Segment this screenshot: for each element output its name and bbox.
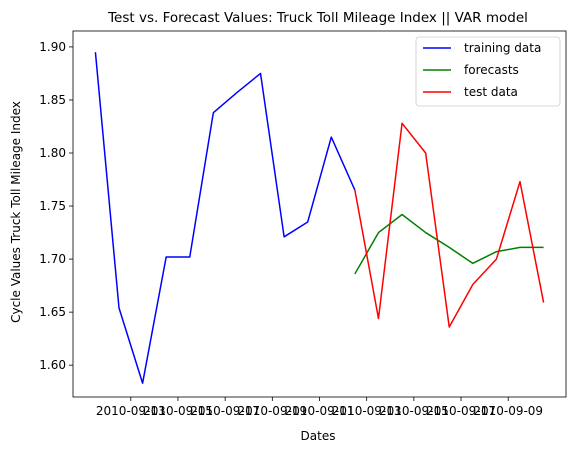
x-tick-label: 2010-09-17 xyxy=(426,404,496,418)
y-tick-label: 1.85 xyxy=(39,93,66,107)
x-tick-label: 2010-09-17 xyxy=(190,404,260,418)
series-line-forecasts xyxy=(354,213,544,275)
y-tick-label: 1.65 xyxy=(39,305,66,319)
y-tick-label: 1.60 xyxy=(39,358,66,372)
x-tick-label: 2010-09-09 xyxy=(473,404,543,418)
x-axis-label: Dates xyxy=(301,429,336,443)
plot-area: 1.601.651.701.751.801.851.902010-09-1320… xyxy=(39,30,567,418)
series-line-test-data xyxy=(354,122,545,328)
y-tick-label: 1.75 xyxy=(39,199,66,213)
y-tick-label: 1.70 xyxy=(39,252,66,266)
x-tick-label: 2010-09-19 xyxy=(237,404,307,418)
y-tick-label: 1.80 xyxy=(39,146,66,160)
x-tick-label: 2010-09-15 xyxy=(379,404,449,418)
legend: training data forecasts test data xyxy=(415,36,561,107)
y-tick-label: 1.90 xyxy=(39,40,66,54)
x-tick-label: 2010-09-13 xyxy=(332,404,402,418)
y-axis-label: Cycle Values Truck Toll Mileage Index xyxy=(9,101,23,323)
chart-title: Test vs. Forecast Values: Truck Toll Mil… xyxy=(107,10,528,26)
legend-label: training data xyxy=(464,41,541,55)
legend-label: forecasts xyxy=(464,63,519,77)
x-tick-label: 2010-09-11 xyxy=(285,404,355,418)
legend-label: test data xyxy=(464,85,518,99)
legend-box xyxy=(415,36,561,107)
x-tick-label: 2010-09-15 xyxy=(143,404,213,418)
x-tick-label: 2010-09-13 xyxy=(96,404,166,418)
series-line-training-data xyxy=(94,52,356,384)
